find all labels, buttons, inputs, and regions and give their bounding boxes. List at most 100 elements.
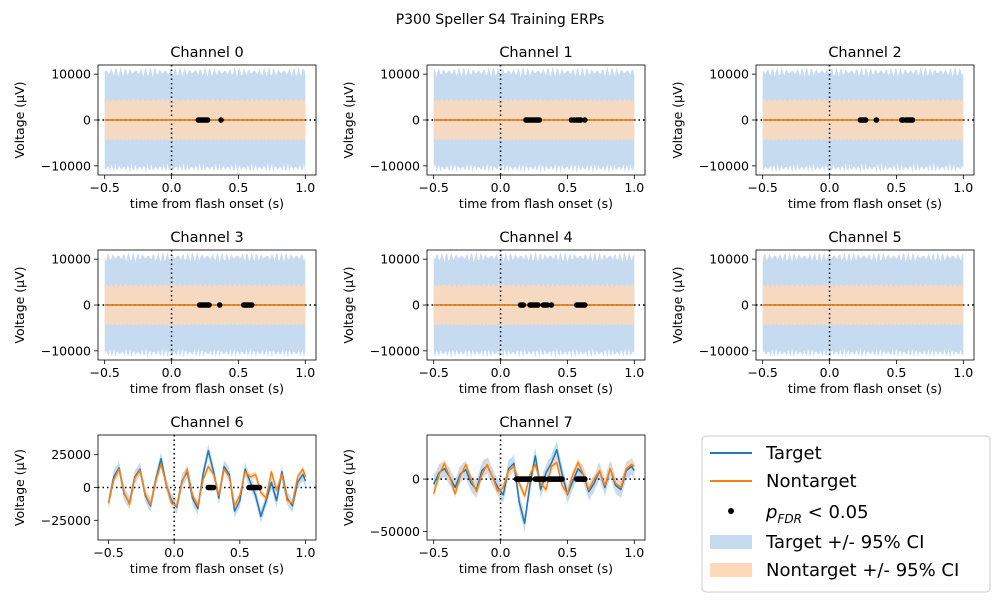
legend-sig-p: p bbox=[765, 502, 777, 523]
x-axis-label: time from flash onset (s) bbox=[459, 561, 613, 576]
y-tick-label: −10000 bbox=[41, 343, 91, 358]
sig-marker bbox=[204, 117, 211, 123]
x-axis-label: time from flash onset (s) bbox=[788, 381, 942, 396]
sig-marker bbox=[256, 484, 263, 491]
sig-marker bbox=[582, 476, 588, 482]
plot-area bbox=[98, 435, 316, 540]
y-tick-label: −10000 bbox=[699, 158, 749, 173]
x-tick-label: −0.5 bbox=[93, 545, 123, 560]
x-tick-label: 0.0 bbox=[162, 180, 182, 195]
sig-marker bbox=[527, 476, 533, 482]
panel-channel-6: −0.5 0.0 0.5 1.0 −25000 0 25000 Channel 6 time f… bbox=[12, 415, 317, 576]
y-tick-label: −10000 bbox=[41, 158, 91, 173]
sig-marker bbox=[218, 117, 224, 123]
x-tick-label: 0.5 bbox=[886, 365, 906, 380]
x-tick-label: 1.0 bbox=[624, 545, 644, 560]
y-tick-label: −10000 bbox=[370, 158, 420, 173]
y-tick-label: 0 bbox=[83, 113, 91, 128]
y-axis-label: Voltage (µV) bbox=[670, 266, 685, 343]
legend-target-ci-swatch bbox=[710, 535, 752, 549]
sig-marker bbox=[559, 476, 565, 482]
panel-title: Channel 1 bbox=[499, 45, 572, 61]
legend-nontarget-ci-swatch bbox=[710, 563, 752, 577]
x-tick-label: −0.5 bbox=[90, 180, 120, 195]
panel-channel-0: −0.5 0.0 0.5 1.0 −10000 0 10000 Channel 0 time f… bbox=[12, 45, 317, 211]
y-tick-label: −50000 bbox=[370, 524, 420, 539]
y-tick-label: 10000 bbox=[380, 252, 420, 267]
sig-marker bbox=[582, 302, 588, 308]
y-tick-label: 10000 bbox=[380, 67, 420, 82]
legend-target-label: Target bbox=[765, 443, 822, 464]
y-tick-label: 10000 bbox=[51, 252, 91, 267]
panel-title: Channel 5 bbox=[828, 230, 901, 246]
y-axis-label: Voltage (µV) bbox=[341, 449, 356, 526]
y-axis-label: Voltage (µV) bbox=[12, 81, 27, 158]
x-tick-label: 0.5 bbox=[230, 545, 250, 560]
x-tick-label: 0.5 bbox=[228, 365, 248, 380]
x-tick-label: 0.5 bbox=[228, 180, 248, 195]
legend-nontarget-label: Nontarget bbox=[766, 471, 857, 492]
sig-marker bbox=[544, 302, 551, 308]
y-tick-label: 0 bbox=[412, 298, 420, 313]
legend-sig-sub: FDR bbox=[777, 512, 801, 526]
y-axis-label: Voltage (µV) bbox=[341, 81, 356, 158]
sig-marker bbox=[520, 302, 527, 308]
x-tick-label: 1.0 bbox=[296, 545, 316, 560]
panel-channel-3: −0.5 0.0 0.5 1.0 −10000 0 10000 Channel 3 time f… bbox=[12, 230, 317, 396]
plot-area bbox=[427, 250, 645, 360]
y-tick-label: −25000 bbox=[41, 513, 91, 528]
x-axis-label: time from flash onset (s) bbox=[459, 196, 613, 211]
y-axis-label: Voltage (µV) bbox=[670, 81, 685, 158]
panel-title: Channel 4 bbox=[499, 230, 572, 246]
plot-area bbox=[98, 65, 316, 175]
x-tick-label: 1.0 bbox=[295, 180, 315, 195]
legend: Target Nontarget pFDR < 0.05 Target +/- … bbox=[701, 435, 991, 593]
y-axis-label: Voltage (µV) bbox=[341, 266, 356, 343]
y-axis-label: Voltage (µV) bbox=[12, 449, 27, 526]
target-ci-band bbox=[433, 440, 635, 533]
y-tick-label: 10000 bbox=[709, 252, 749, 267]
y-tick-label: 25000 bbox=[51, 447, 91, 462]
y-tick-label: 0 bbox=[412, 472, 420, 487]
figure-title: P300 Speller S4 Training ERPs bbox=[396, 12, 605, 28]
panel-channel-4: −0.5 0.0 0.5 1.0 −10000 0 10000 Channel 4 time f… bbox=[341, 230, 646, 396]
sig-marker bbox=[909, 117, 916, 123]
sig-marker bbox=[535, 302, 541, 308]
y-tick-label: 0 bbox=[741, 298, 749, 313]
panel-channel-2: −0.5 0.0 0.5 1.0 −10000 0 10000 Channel 2 time f… bbox=[670, 45, 975, 211]
y-tick-label: 10000 bbox=[709, 67, 749, 82]
x-tick-label: −0.5 bbox=[90, 365, 120, 380]
x-tick-label: 0.0 bbox=[820, 180, 840, 195]
y-axis-label: Voltage (µV) bbox=[12, 266, 27, 343]
y-tick-label: −10000 bbox=[370, 343, 420, 358]
chart-panels: −0.5 0.0 0.5 1.0 −10000 0 10000 Channel 0 time f… bbox=[12, 45, 975, 576]
x-axis-label: time from flash onset (s) bbox=[130, 381, 284, 396]
sig-marker bbox=[548, 302, 555, 308]
x-tick-label: 1.0 bbox=[624, 365, 644, 380]
legend-sig-marker bbox=[728, 508, 734, 514]
plot-area bbox=[427, 65, 645, 175]
x-tick-label: 1.0 bbox=[953, 180, 973, 195]
sig-marker bbox=[216, 302, 223, 308]
x-axis-label: time from flash onset (s) bbox=[130, 561, 284, 576]
sig-marker bbox=[541, 476, 548, 482]
sig-marker bbox=[582, 117, 588, 123]
x-axis-label: time from flash onset (s) bbox=[130, 196, 284, 211]
x-axis-label: time from flash onset (s) bbox=[459, 381, 613, 396]
sig-marker bbox=[578, 117, 584, 123]
axes-frame bbox=[426, 434, 646, 541]
sig-marker bbox=[206, 302, 212, 308]
panel-title: Channel 2 bbox=[828, 45, 901, 61]
legend-frame bbox=[701, 435, 991, 593]
x-tick-label: −0.5 bbox=[748, 365, 778, 380]
nontarget-mean-line bbox=[432, 461, 635, 497]
legend-sig-label: pFDR < 0.05 bbox=[765, 502, 869, 526]
x-tick-label: −0.5 bbox=[748, 180, 778, 195]
y-tick-label: 0 bbox=[83, 480, 91, 495]
x-tick-label: 0.0 bbox=[164, 545, 184, 560]
sig-marker bbox=[249, 302, 255, 308]
x-axis-label: time from flash onset (s) bbox=[788, 196, 942, 211]
sig-marker bbox=[210, 484, 217, 491]
x-tick-label: −0.5 bbox=[419, 545, 449, 560]
